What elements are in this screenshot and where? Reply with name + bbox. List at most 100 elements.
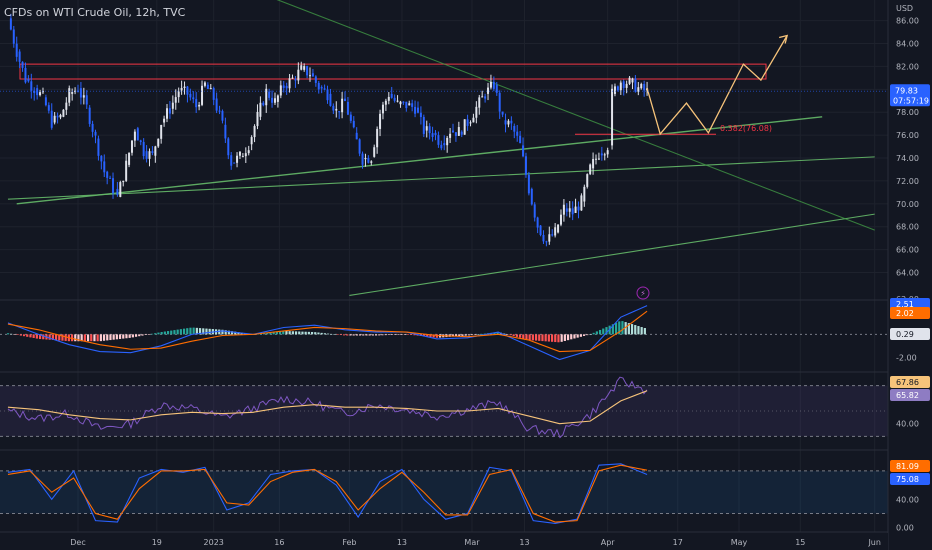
candle-body xyxy=(18,51,21,62)
macd-signal-line xyxy=(7,310,648,353)
candle-body xyxy=(62,109,65,117)
macd-histogram-bar xyxy=(10,333,13,335)
macd-histogram-bar xyxy=(301,331,304,335)
macd-histogram-bar xyxy=(429,334,432,338)
candle-body xyxy=(530,188,533,205)
candle-body xyxy=(276,95,279,102)
candle-body xyxy=(411,103,414,107)
rsi-tick-label: 40.00 xyxy=(896,420,919,429)
candle-body xyxy=(495,84,498,93)
macd-histogram-bar xyxy=(333,334,336,335)
macd-value-badge xyxy=(890,307,930,319)
price-tick-label: 76.00 xyxy=(896,131,919,140)
candle-body xyxy=(85,95,88,105)
candle-body xyxy=(440,144,443,149)
macd-histogram-bar xyxy=(374,334,378,336)
macd-histogram-bar xyxy=(38,334,42,340)
macd-histogram-bar xyxy=(595,331,598,335)
time-tick-16: 16 xyxy=(274,538,284,547)
macd-histogram-bar xyxy=(202,328,205,335)
candle-body xyxy=(94,131,97,136)
macd-histogram-bar xyxy=(195,327,198,335)
time-tick-15: 15 xyxy=(795,538,805,547)
macd-histogram-bar xyxy=(621,321,624,335)
candle-body xyxy=(469,122,472,124)
macd-histogram-bar xyxy=(640,327,643,335)
macd-histogram-bar xyxy=(285,331,288,335)
macd-histogram-bar xyxy=(422,334,426,337)
candle-body xyxy=(215,98,218,111)
macd-histogram-bar xyxy=(381,334,384,336)
macd-histogram-bar xyxy=(458,334,461,337)
time-tick-13: 13 xyxy=(519,538,529,547)
candle-body xyxy=(56,115,59,118)
candle-body xyxy=(452,130,455,133)
macd-histogram-bar xyxy=(42,334,45,340)
macd-histogram-bar xyxy=(160,332,163,335)
candle-body xyxy=(381,104,384,114)
candle-body xyxy=(112,178,115,194)
macd-histogram-bar xyxy=(410,334,413,335)
macd-histogram-bar xyxy=(634,325,637,335)
rsi-line xyxy=(7,376,648,439)
candle-body xyxy=(571,208,574,215)
candle-body xyxy=(475,106,478,118)
macd-histogram-bar xyxy=(573,334,576,339)
macd-histogram-bar xyxy=(304,331,307,335)
candle-body xyxy=(148,151,151,159)
candle-body xyxy=(335,108,338,111)
candle-body xyxy=(399,101,402,105)
candle-body xyxy=(323,88,326,90)
candle-body xyxy=(183,86,186,88)
candle-body xyxy=(130,140,133,153)
candle-body xyxy=(428,126,431,134)
macd-histogram-bar xyxy=(570,334,573,340)
macd-histogram-bar xyxy=(134,334,138,337)
candle-body xyxy=(611,88,614,146)
candle-body xyxy=(82,95,85,98)
macd-histogram-bar xyxy=(554,334,557,343)
candle-body xyxy=(221,110,224,121)
macd-histogram-bar xyxy=(384,334,387,336)
macd-tick-label: -2.00 xyxy=(896,353,917,362)
candle-body xyxy=(625,83,628,88)
candle-body xyxy=(536,217,539,228)
macd-histogram-bar xyxy=(131,334,134,338)
macd-histogram-bar xyxy=(358,334,362,336)
rsi-ma-value-badge xyxy=(890,376,930,388)
candle-body xyxy=(294,79,297,81)
macd-histogram-bar xyxy=(93,334,96,342)
candle-body xyxy=(256,111,259,127)
macd-histogram-bar xyxy=(230,331,234,335)
candle-body xyxy=(154,146,157,156)
macd-histogram-bar xyxy=(464,334,467,336)
candle-body xyxy=(492,81,495,89)
candle-body xyxy=(466,119,469,126)
candle-body xyxy=(548,234,551,242)
stoch-k-value-badge xyxy=(890,473,930,485)
macd-histogram-bar xyxy=(13,334,16,335)
candle-body xyxy=(53,115,56,123)
macd-histogram-bar xyxy=(317,332,320,335)
macd-histogram-bar xyxy=(349,334,352,336)
candle-body xyxy=(539,225,542,235)
candle-body xyxy=(352,120,355,128)
candle-body xyxy=(557,224,560,233)
macd-histogram-bar xyxy=(480,333,483,335)
candle-body xyxy=(157,138,160,147)
last-price-badge xyxy=(890,84,930,107)
macd-histogram-bar xyxy=(262,333,266,335)
candle-body xyxy=(198,104,201,107)
candle-body xyxy=(12,29,15,44)
macd-histogram-bar xyxy=(205,328,208,335)
macd-histogram-bar xyxy=(48,334,51,340)
candle-body xyxy=(616,86,619,91)
event-marker-glyph: ⚡ xyxy=(640,289,646,298)
time-tick-mar: Mar xyxy=(464,538,480,547)
macd-histogram-bar xyxy=(528,334,531,341)
candle-body xyxy=(168,108,171,114)
candle-body xyxy=(68,88,71,103)
macd-histogram-bar xyxy=(61,334,64,341)
trend-line xyxy=(276,0,875,231)
